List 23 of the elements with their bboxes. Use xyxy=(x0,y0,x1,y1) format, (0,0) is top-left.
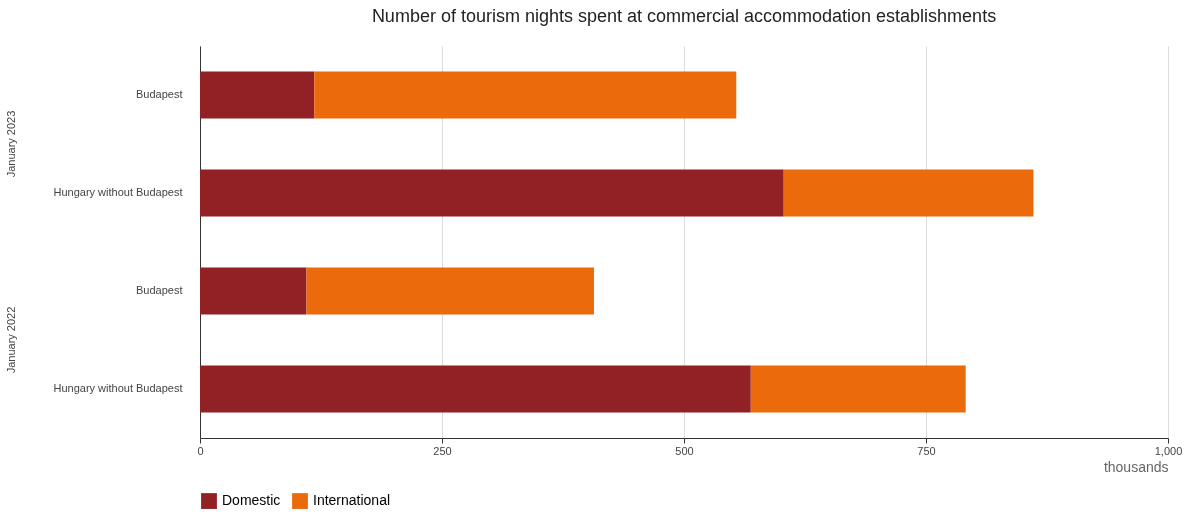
bar xyxy=(200,365,751,413)
bar xyxy=(306,267,594,315)
x-tick-label: 250 xyxy=(433,444,452,457)
x-tick-label: 1,000 xyxy=(1154,444,1183,457)
legend-label: Domestic xyxy=(222,492,281,509)
x-tick-label: 750 xyxy=(917,444,936,457)
chart-title: Number of tourism nights spent at commercial accommodation establishments xyxy=(371,6,997,26)
bar xyxy=(783,169,1034,217)
x-axis-title: thousands xyxy=(1103,458,1169,475)
bar xyxy=(750,365,966,413)
bar xyxy=(200,169,784,217)
bar xyxy=(314,71,737,119)
text: January 2023 xyxy=(5,110,17,178)
text: January 2022 xyxy=(5,306,17,374)
y-tick-label: Budapest xyxy=(136,88,183,100)
bar xyxy=(200,267,307,315)
y-tick-label: Hungary without Budapest xyxy=(53,382,183,394)
x-tick-label: 500 xyxy=(675,444,694,457)
x-tick-label: 0 xyxy=(197,444,204,457)
bar xyxy=(200,71,315,119)
legend-label: International xyxy=(313,492,391,509)
y-tick-label: Hungary without Budapest xyxy=(53,186,183,198)
y-tick-label: Budapest xyxy=(136,284,183,296)
